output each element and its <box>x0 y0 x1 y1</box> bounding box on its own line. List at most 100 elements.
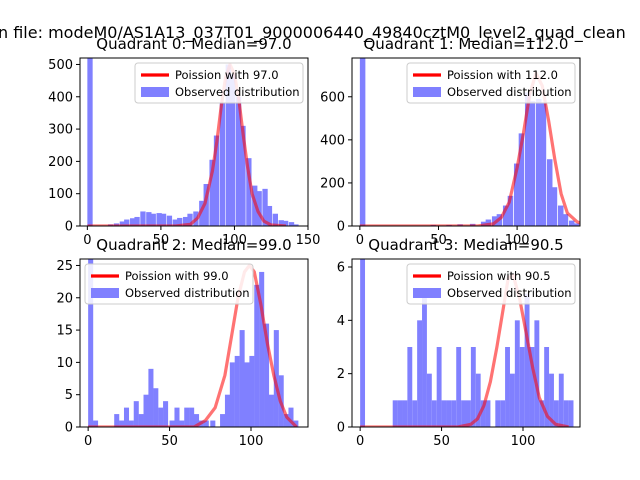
y-tick-label: 200 <box>48 155 73 170</box>
histogram-bar <box>534 320 540 427</box>
x-tick-label: 100 <box>505 233 530 248</box>
histogram-bar <box>140 211 146 226</box>
histogram-bar <box>244 362 250 427</box>
histogram-bar <box>172 219 178 226</box>
histogram-bar <box>273 330 279 427</box>
histogram-bar <box>272 213 278 226</box>
histogram-bar <box>553 400 559 427</box>
y-tick-label: 100 <box>48 187 73 202</box>
x-tick-label: 0 <box>356 434 364 449</box>
legend-label: Observed distribution <box>447 85 572 99</box>
histogram-bar <box>123 407 130 427</box>
x-tick-label: 0 <box>84 434 92 449</box>
histogram-bar <box>495 400 501 427</box>
histogram-bar <box>546 159 553 226</box>
x-tick-label: 50 <box>153 233 170 248</box>
histogram-bar <box>402 400 408 427</box>
histogram-bar <box>240 125 246 226</box>
histogram-bar <box>262 188 268 226</box>
histogram-bar <box>539 400 545 427</box>
histogram-bar <box>446 400 452 427</box>
histogram-bar <box>133 401 139 427</box>
histogram-bar <box>184 407 190 427</box>
histogram-bar <box>124 219 130 226</box>
histogram-bar <box>529 347 535 427</box>
y-tick-label: 0 <box>337 220 345 235</box>
axes-frame <box>79 57 309 227</box>
legend-bar-swatch <box>141 87 169 97</box>
histogram-bar <box>150 213 156 226</box>
histogram-bar <box>518 133 525 226</box>
histogram-bar <box>278 220 284 226</box>
histogram-bar <box>210 420 216 427</box>
legend-label: Poission with 99.0 <box>125 269 229 283</box>
x-tick-label: 50 <box>161 434 178 449</box>
histogram-bar <box>475 373 481 427</box>
y-tick-label: 4 <box>337 314 345 329</box>
histogram-bar <box>259 271 265 427</box>
histogram-bar <box>153 388 159 427</box>
histogram-bar <box>169 420 175 427</box>
histogram-bar <box>246 158 252 226</box>
histogram-bar <box>146 212 152 226</box>
histogram-bar <box>431 400 437 427</box>
histogram-bar <box>220 414 226 427</box>
histogram-bar <box>93 420 99 427</box>
histogram-bar <box>230 74 236 226</box>
histogram-bar <box>256 191 262 226</box>
histogram-bar <box>234 355 240 427</box>
histogram-bar <box>544 347 550 427</box>
histogram-bar <box>507 195 514 226</box>
quadrant-3-title: Quadrant 3: Median=90.5 <box>368 236 563 254</box>
histogram-bar <box>485 219 492 226</box>
x-tick-label: 0 <box>356 233 364 248</box>
histogram-bar <box>163 401 169 427</box>
histogram-bar <box>461 400 466 427</box>
x-tick-label: 50 <box>433 434 450 449</box>
histogram-bar <box>177 217 183 226</box>
legend-box <box>406 62 576 104</box>
histogram-bar <box>288 222 295 226</box>
histogram-bar <box>549 373 554 427</box>
y-tick-label: 0 <box>65 421 73 436</box>
histogram-bar <box>562 214 569 226</box>
legend-bar-swatch <box>413 288 441 298</box>
histogram-bar <box>412 400 418 427</box>
histogram-bar <box>209 159 215 226</box>
histogram-bar <box>397 400 403 427</box>
quadrant-1-panel: 0 50 100 0 200 400 600 Quadrant 1: Median=112.0… <box>320 35 581 248</box>
quadrant-2-panel: 0 50 100 0 5 10 15 20 25 Quadrant 2: Median=99.0 P… <box>56 236 309 449</box>
histogram-bar <box>239 330 245 427</box>
y-tick-label: 6 <box>337 261 345 276</box>
y-tick-label: 2 <box>337 367 345 382</box>
x-tick-label: 50 <box>430 233 447 248</box>
y-tick-label: 25 <box>56 259 73 274</box>
legend-bar-swatch <box>413 87 441 97</box>
histogram-bar <box>426 373 432 427</box>
y-tick-label: 5 <box>65 388 73 403</box>
histogram-bar <box>466 400 471 427</box>
histogram-bar <box>114 414 120 427</box>
histogram-bar <box>87 58 93 226</box>
histogram-bar <box>563 400 569 427</box>
histogram-bar <box>359 58 366 226</box>
histogram-bar <box>182 216 189 226</box>
quadrant-1-plot-area <box>359 58 580 226</box>
histogram-bar <box>505 347 510 427</box>
histogram-bar <box>568 220 575 226</box>
figure-suptitle: n file: modeM0/AS1A13_037T01_9000006440_… <box>0 23 626 43</box>
histogram-bar <box>254 284 260 427</box>
histogram-bar <box>485 400 491 427</box>
histogram-bar <box>249 355 255 427</box>
histogram-bar <box>558 373 564 427</box>
histogram-bar <box>130 218 136 226</box>
y-tick-label: 500 <box>48 58 73 73</box>
quadrant-0-panel: 0 50 100 150 0 100 200 300 400 500 Quadrant 0: Med… <box>48 35 320 248</box>
histogram-bar <box>160 213 167 226</box>
histogram-bar <box>189 407 195 427</box>
quadrant-1-title: Quadrant 1: Median=112.0 <box>364 35 569 53</box>
histogram-bar <box>203 184 209 226</box>
histogram-bar <box>179 420 185 427</box>
histogram-bar <box>268 394 274 427</box>
y-tick-label: 0 <box>337 421 345 436</box>
